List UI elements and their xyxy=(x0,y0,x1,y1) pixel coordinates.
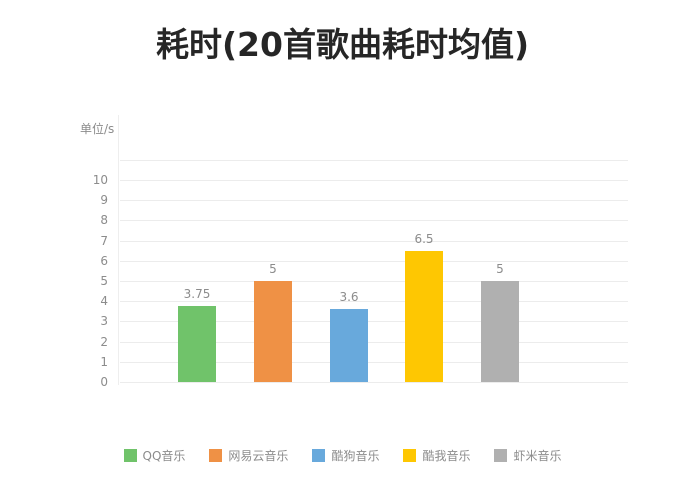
gridline xyxy=(120,241,628,242)
legend-item: 虾米音乐 xyxy=(494,447,561,464)
y-axis-unit-label: 单位/s xyxy=(80,122,115,136)
bar xyxy=(178,306,216,382)
y-tick-label: 0 xyxy=(100,375,108,389)
legend-swatch-icon xyxy=(312,449,326,462)
gridline xyxy=(120,281,628,282)
gridline xyxy=(120,200,628,201)
bar-value-label: 5 xyxy=(496,262,504,276)
legend-swatch-icon xyxy=(494,449,508,462)
gridline xyxy=(120,261,628,262)
y-tick-label: 9 xyxy=(100,193,108,207)
y-tick-label: 2 xyxy=(100,335,108,349)
gridline xyxy=(120,342,628,343)
y-tick-label: 3 xyxy=(100,314,108,328)
bar xyxy=(405,251,443,382)
legend-item: 酷我音乐 xyxy=(403,447,470,464)
gridline xyxy=(120,220,628,221)
bar-value-label: 5 xyxy=(269,262,277,276)
legend-label: QQ音乐 xyxy=(142,449,186,463)
y-tick-label: 1 xyxy=(100,355,108,369)
bar-value-label: 6.5 xyxy=(414,232,434,246)
y-tick-label: 8 xyxy=(100,213,108,227)
legend-item: 网易云音乐 xyxy=(209,447,288,464)
legend-swatch-icon xyxy=(403,449,417,462)
legend-swatch-icon xyxy=(209,449,223,462)
legend-item: 酷狗音乐 xyxy=(312,447,379,464)
gridline xyxy=(120,362,628,363)
bar-value-label: 3.75 xyxy=(183,287,211,301)
y-tick-label: 7 xyxy=(100,234,108,248)
gridline xyxy=(120,180,628,181)
legend-label: 虾米音乐 xyxy=(513,449,562,463)
bar-value-label: 3.6 xyxy=(339,290,359,304)
bar xyxy=(481,281,519,382)
y-tick-label: 4 xyxy=(100,294,108,308)
y-axis-line xyxy=(118,115,119,385)
y-tick-label: 6 xyxy=(100,254,108,268)
gridline xyxy=(120,382,628,383)
legend-label: 网易云音乐 xyxy=(228,449,289,463)
legend-label: 酷我音乐 xyxy=(422,449,471,463)
y-tick-label: 5 xyxy=(100,274,108,288)
y-tick-label: 10 xyxy=(92,173,108,187)
legend-swatch-icon xyxy=(123,449,137,462)
gridline xyxy=(120,301,628,302)
bar xyxy=(254,281,292,382)
chart-title: 耗时(20首歌曲耗时均值) xyxy=(155,25,530,64)
bar xyxy=(330,309,368,382)
legend: QQ音乐 网易云音乐 酷狗音乐 酷我音乐 虾米音乐 xyxy=(0,447,685,464)
legend-item: QQ音乐 xyxy=(123,447,186,464)
legend-label: 酷狗音乐 xyxy=(331,449,380,463)
gridline xyxy=(120,160,628,161)
gridline xyxy=(120,321,628,322)
